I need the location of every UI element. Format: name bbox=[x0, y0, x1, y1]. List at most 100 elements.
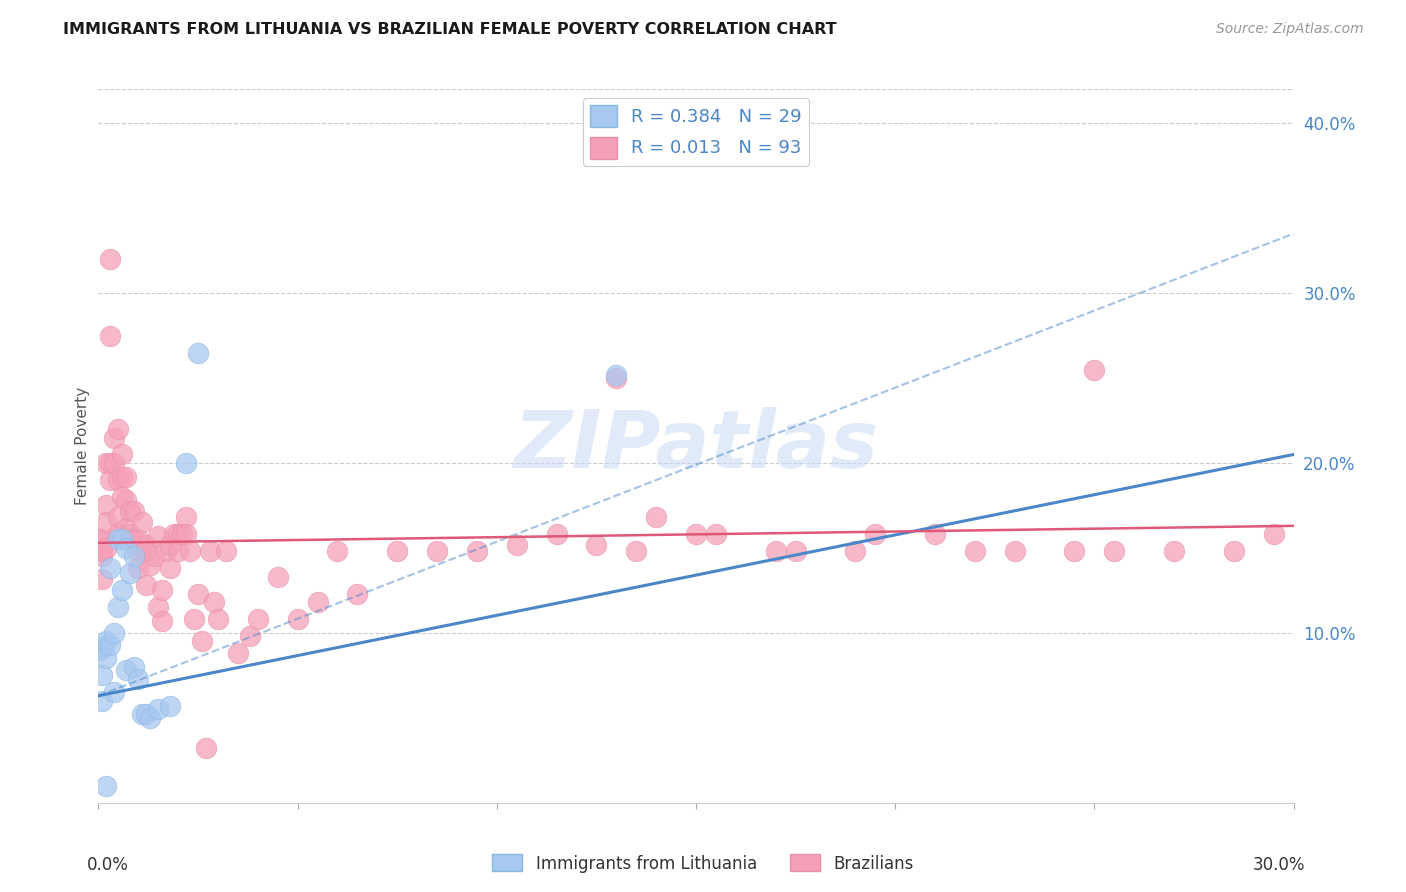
Point bbox=[98, 561, 122, 575]
Y-axis label: Female Poverty: Female Poverty bbox=[75, 387, 90, 505]
Point bbox=[179, 544, 201, 558]
Point bbox=[865, 527, 887, 541]
Point bbox=[167, 527, 190, 541]
Point bbox=[1163, 544, 1185, 558]
Point bbox=[844, 544, 866, 558]
Point bbox=[307, 595, 329, 609]
Point bbox=[191, 634, 214, 648]
Point bbox=[96, 634, 118, 648]
Point bbox=[148, 600, 170, 615]
Point bbox=[98, 638, 122, 652]
Point bbox=[187, 345, 209, 359]
Point bbox=[155, 544, 177, 558]
Point bbox=[107, 600, 129, 615]
Point bbox=[163, 527, 186, 541]
Point bbox=[1104, 544, 1126, 558]
Point bbox=[93, 640, 115, 654]
Point bbox=[546, 527, 568, 541]
Text: Source: ZipAtlas.com: Source: ZipAtlas.com bbox=[1216, 22, 1364, 37]
Point bbox=[98, 456, 122, 470]
Point bbox=[172, 527, 194, 541]
Point bbox=[96, 456, 118, 470]
Point bbox=[174, 510, 197, 524]
Point bbox=[103, 626, 125, 640]
Point bbox=[89, 544, 111, 558]
Point bbox=[605, 371, 627, 385]
Point bbox=[91, 533, 114, 547]
Point bbox=[111, 583, 134, 598]
Point bbox=[107, 510, 129, 524]
Point bbox=[131, 707, 153, 722]
Point bbox=[135, 537, 157, 551]
Point bbox=[127, 561, 149, 575]
Point bbox=[1263, 527, 1285, 541]
Point bbox=[963, 544, 986, 558]
Point bbox=[346, 587, 368, 601]
Point bbox=[96, 541, 118, 555]
Point bbox=[506, 537, 529, 551]
Point bbox=[385, 544, 409, 558]
Point bbox=[426, 544, 449, 558]
Point bbox=[111, 448, 134, 462]
Point bbox=[174, 527, 197, 541]
Point bbox=[89, 643, 111, 657]
Point bbox=[103, 456, 125, 470]
Point bbox=[195, 741, 218, 756]
Point bbox=[111, 533, 134, 547]
Point bbox=[139, 711, 162, 725]
Point bbox=[96, 779, 118, 793]
Point bbox=[585, 537, 607, 551]
Point bbox=[174, 456, 197, 470]
Point bbox=[765, 544, 787, 558]
Point bbox=[626, 544, 648, 558]
Point bbox=[107, 422, 129, 436]
Point bbox=[135, 578, 157, 592]
Point bbox=[704, 527, 727, 541]
Point bbox=[89, 533, 111, 547]
Text: ZIPatlas: ZIPatlas bbox=[513, 407, 879, 485]
Point bbox=[645, 510, 668, 524]
Point bbox=[91, 544, 114, 558]
Point bbox=[111, 490, 134, 504]
Point bbox=[215, 544, 238, 558]
Point bbox=[183, 612, 205, 626]
Point bbox=[98, 328, 122, 343]
Point bbox=[135, 707, 157, 722]
Text: 0.0%: 0.0% bbox=[87, 856, 128, 874]
Point bbox=[127, 544, 149, 558]
Point bbox=[267, 570, 290, 584]
Point bbox=[107, 527, 129, 541]
Point bbox=[115, 520, 138, 534]
Point bbox=[150, 583, 173, 598]
Point bbox=[96, 516, 118, 530]
Point bbox=[239, 629, 262, 643]
Point bbox=[148, 529, 170, 543]
Point bbox=[167, 544, 190, 558]
Point bbox=[187, 587, 209, 601]
Point bbox=[120, 503, 142, 517]
Point bbox=[131, 516, 153, 530]
Point bbox=[143, 549, 166, 564]
Point bbox=[96, 651, 118, 665]
Point bbox=[124, 549, 146, 564]
Point bbox=[1063, 544, 1085, 558]
Point bbox=[150, 614, 173, 628]
Point bbox=[139, 558, 162, 572]
Point bbox=[124, 533, 146, 547]
Point bbox=[124, 503, 146, 517]
Point bbox=[924, 527, 946, 541]
Point bbox=[465, 544, 488, 558]
Point bbox=[91, 694, 114, 708]
Point bbox=[91, 572, 114, 586]
Point bbox=[202, 595, 225, 609]
Point bbox=[1004, 544, 1026, 558]
Point bbox=[226, 646, 249, 660]
Point bbox=[115, 493, 138, 508]
Point bbox=[326, 544, 349, 558]
Point bbox=[96, 499, 118, 513]
Point bbox=[103, 430, 125, 444]
Point bbox=[127, 533, 149, 547]
Point bbox=[685, 527, 707, 541]
Point bbox=[148, 702, 170, 716]
Point bbox=[198, 544, 221, 558]
